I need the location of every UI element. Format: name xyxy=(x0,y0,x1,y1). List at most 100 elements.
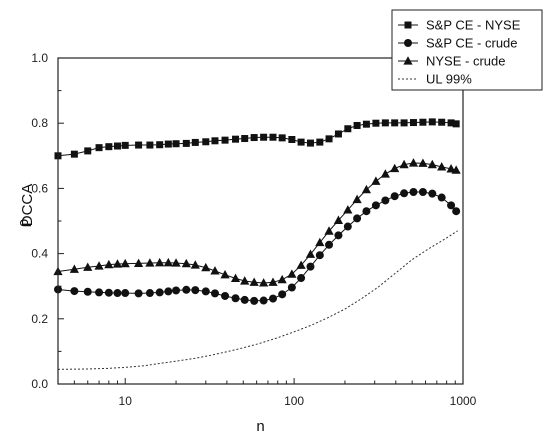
x-tick-label-1: 100 xyxy=(284,394,304,408)
data-point-s0-p6 xyxy=(121,141,129,149)
data-point-s1-p16 xyxy=(221,291,230,300)
data-point-s1-p7 xyxy=(134,289,143,298)
data-point-s0-p38 xyxy=(428,118,436,126)
y-tick-label-4: 0.8 xyxy=(31,116,48,130)
data-point-s0-p35 xyxy=(400,119,408,127)
data-point-s2-p36 xyxy=(408,158,419,167)
data-point-s2-p23 xyxy=(287,269,297,278)
data-point-s2-p35 xyxy=(399,159,409,169)
data-point-s1-p35 xyxy=(400,189,409,198)
data-point-s1-p13 xyxy=(191,286,200,295)
data-point-s0-p4 xyxy=(105,143,113,151)
data-point-s0-p16 xyxy=(221,136,229,144)
data-point-s1-p26 xyxy=(315,251,324,260)
data-point-s2-p19 xyxy=(249,277,259,286)
data-point-s1-p10 xyxy=(164,287,173,296)
data-point-s1-p18 xyxy=(240,295,249,304)
data-point-s1-p29 xyxy=(343,222,352,231)
data-point-s1-p32 xyxy=(371,201,380,210)
data-point-s1-p9 xyxy=(155,288,164,297)
data-point-s1-p5 xyxy=(113,289,122,298)
data-point-s2-p30 xyxy=(352,194,362,204)
data-point-s0-p8 xyxy=(146,141,154,149)
legend-marker-0 xyxy=(404,21,412,29)
data-point-s1-p8 xyxy=(145,289,154,298)
data-point-s2-p25 xyxy=(305,249,316,258)
data-point-s1-p38 xyxy=(428,189,437,198)
data-point-s0-p11 xyxy=(172,140,180,148)
y-tick-label-2: 0.4 xyxy=(31,247,48,261)
data-point-s2-p20 xyxy=(259,278,269,287)
data-point-s1-p12 xyxy=(182,285,191,294)
data-point-s1-p30 xyxy=(353,214,362,223)
plot-frame xyxy=(57,57,464,385)
series-line-3 xyxy=(57,230,458,370)
data-point-s1-p36 xyxy=(409,187,418,196)
data-point-s0-p1 xyxy=(70,150,78,158)
data-point-s1-p2 xyxy=(83,287,92,296)
data-point-s2-p16 xyxy=(220,269,230,279)
data-point-s1-p39 xyxy=(437,193,446,202)
data-point-s0-p5 xyxy=(113,142,121,150)
y-tick-label-1: 0.2 xyxy=(31,312,48,326)
data-point-s1-p4 xyxy=(104,288,113,297)
legend-box xyxy=(391,9,543,91)
data-point-s2-p38 xyxy=(427,159,437,169)
data-point-s1-p19 xyxy=(250,296,259,305)
data-point-s0-p31 xyxy=(362,120,370,128)
data-point-s2-p29 xyxy=(343,205,353,214)
data-point-s2-p32 xyxy=(371,176,381,185)
data-point-s2-p33 xyxy=(380,169,390,178)
data-point-s2-p13 xyxy=(190,260,200,269)
data-point-s1-p21 xyxy=(269,294,278,303)
data-point-s0-p10 xyxy=(164,140,172,148)
data-point-s2-p41 xyxy=(451,165,461,174)
data-point-s2-p18 xyxy=(240,276,250,285)
data-point-s1-p24 xyxy=(297,274,306,283)
data-point-s0-p7 xyxy=(135,141,143,149)
legend: S&P CE - NYSE S&P CE - crude NYSE - crude U… xyxy=(391,9,543,91)
data-point-s0-p27 xyxy=(325,135,333,143)
data-point-s2-p31 xyxy=(361,184,372,194)
data-point-s2-p9 xyxy=(155,257,165,267)
data-point-s0-p33 xyxy=(381,119,389,127)
data-point-s1-p17 xyxy=(231,294,240,303)
data-point-s0-p25 xyxy=(306,139,314,147)
data-point-s1-p23 xyxy=(287,283,296,292)
data-point-s2-p17 xyxy=(230,273,241,282)
x-tick-label-2: 1000 xyxy=(450,394,477,408)
data-point-s2-p21 xyxy=(268,277,278,286)
data-point-s2-p39 xyxy=(437,162,447,171)
data-point-s0-p30 xyxy=(353,121,361,129)
data-point-s0-p26 xyxy=(316,138,324,146)
data-point-s0-p20 xyxy=(260,133,268,141)
legend-label-2: NYSE - crude xyxy=(426,54,505,69)
data-point-s1-p20 xyxy=(259,296,268,305)
data-point-s1-p3 xyxy=(95,288,104,297)
plot-area xyxy=(53,118,461,370)
data-point-s1-p11 xyxy=(172,286,181,295)
y-tick-label-0: 0.0 xyxy=(31,377,48,391)
data-point-s1-p15 xyxy=(210,289,219,298)
data-point-s0-p41 xyxy=(452,120,460,128)
data-point-s2-p3 xyxy=(94,261,104,270)
data-point-s1-p22 xyxy=(278,290,287,299)
data-point-s2-p12 xyxy=(181,258,191,268)
data-point-s0-p37 xyxy=(419,118,427,126)
data-point-s1-p31 xyxy=(362,207,371,216)
data-point-s2-p15 xyxy=(210,266,220,275)
data-point-s1-p37 xyxy=(418,187,427,196)
data-point-s1-p6 xyxy=(121,289,130,298)
data-point-s0-p3 xyxy=(95,144,103,152)
data-point-s0-p14 xyxy=(202,138,210,146)
y-axis-title-subscript: DCCA xyxy=(19,184,36,227)
data-point-s2-p10 xyxy=(163,257,173,267)
data-point-s2-p37 xyxy=(418,158,428,167)
data-point-s1-p28 xyxy=(334,231,343,240)
data-point-s1-p1 xyxy=(70,287,79,296)
data-point-s0-p23 xyxy=(288,136,296,143)
data-point-s2-p5 xyxy=(112,259,123,268)
